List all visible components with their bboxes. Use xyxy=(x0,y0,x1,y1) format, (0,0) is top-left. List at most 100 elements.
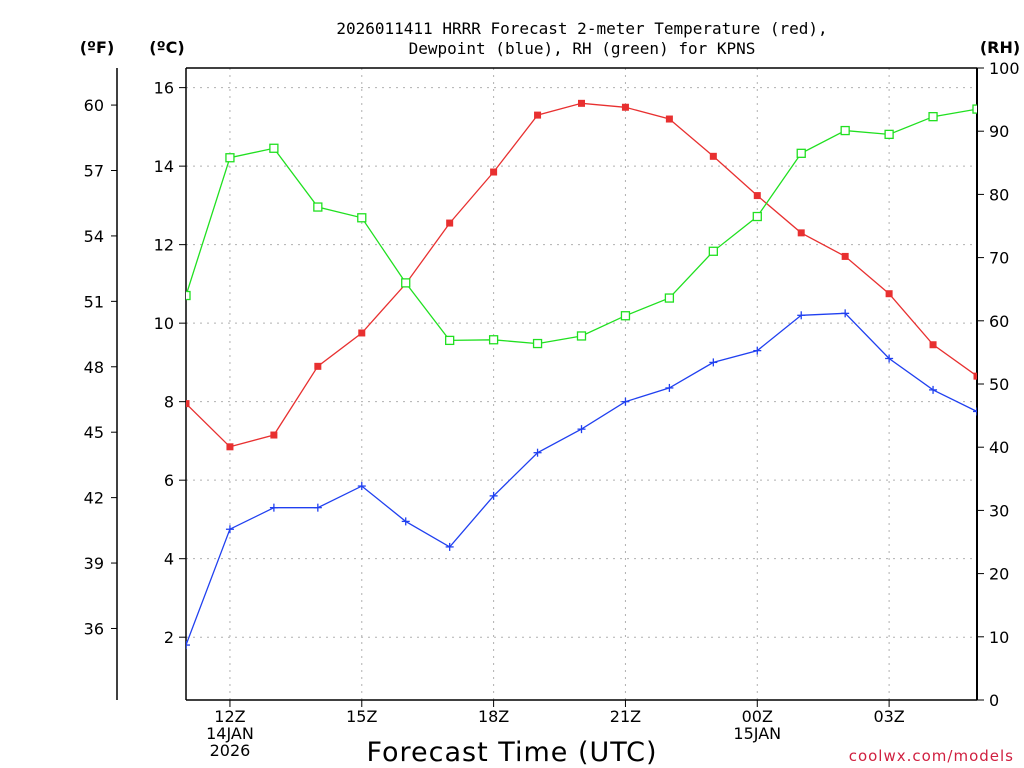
dewpoint-line xyxy=(186,312,977,646)
rh-point xyxy=(401,278,411,288)
temperature-point xyxy=(270,431,278,439)
rh-point xyxy=(357,213,367,223)
dewpoint-point xyxy=(445,542,454,551)
rh-line xyxy=(186,108,977,345)
time-tick-label: 12Z xyxy=(214,707,245,726)
watermark: coolwx.com/models xyxy=(849,747,1014,765)
rh-point xyxy=(840,125,850,136)
rh-tick-label: 10 xyxy=(989,628,1009,647)
rh-point xyxy=(186,290,191,301)
temperature-point xyxy=(446,219,454,227)
temperature-point xyxy=(797,229,805,237)
temperature-point xyxy=(621,103,629,111)
temperature-point xyxy=(358,329,366,337)
axes xyxy=(111,67,984,707)
rh-tick-label: 70 xyxy=(989,249,1009,268)
rh-point xyxy=(488,335,499,345)
fahrenheit-unit-label: (ºF) xyxy=(80,38,115,57)
dewpoint-point xyxy=(186,641,190,650)
rh-tick-label: 40 xyxy=(989,438,1009,457)
dewpoint-point xyxy=(533,448,542,457)
temperature-point xyxy=(973,372,977,380)
chart-title-line-2: Dewpoint (blue), RH (green) for KPNS xyxy=(409,39,756,58)
fahrenheit-tick-label: 51 xyxy=(84,292,104,311)
rh-point xyxy=(532,338,543,349)
rh-tick-label: 100 xyxy=(989,59,1020,78)
celsius-unit-label: (ºC) xyxy=(149,38,184,57)
grid xyxy=(186,68,977,700)
time-tick-label: 18Z xyxy=(478,707,509,726)
celsius-tick-label: 10 xyxy=(154,314,174,333)
rh-tick-label: 80 xyxy=(989,185,1009,204)
time-tick-label: 03Z xyxy=(873,707,904,726)
tick-labels: 2 4 6 8 10 12 14 16 36 39 42 45 48 51 54 57 60 0 10 20 30 40 5… xyxy=(84,59,1020,760)
dewpoint-point xyxy=(797,311,806,320)
rh-unit-label: (RH) xyxy=(980,38,1020,57)
rh-point xyxy=(752,211,762,222)
rh-point xyxy=(576,331,587,341)
temperature-point xyxy=(314,362,322,370)
dewpoint-point xyxy=(709,358,718,367)
temperature-line xyxy=(186,102,977,448)
dewpoint-point xyxy=(313,503,322,512)
rh-point xyxy=(269,143,279,153)
dewpoint-point xyxy=(357,482,366,491)
temperature-point xyxy=(226,443,234,451)
temperature-point xyxy=(665,115,673,123)
dewpoint-point xyxy=(489,491,498,500)
celsius-tick-label: 2 xyxy=(164,628,174,647)
rh-point xyxy=(445,335,455,346)
fahrenheit-tick-label: 60 xyxy=(84,96,104,115)
celsius-tick-label: 6 xyxy=(164,471,174,490)
time-tick-label: 2026 xyxy=(210,741,251,760)
temperature-point xyxy=(841,252,849,260)
celsius-tick-label: 12 xyxy=(154,236,174,255)
dewpoint-point xyxy=(929,385,938,394)
fahrenheit-tick-label: 42 xyxy=(84,489,104,508)
dewpoint-point xyxy=(621,397,630,406)
temperature-point xyxy=(490,168,498,176)
temperature-point xyxy=(534,111,542,119)
temperature-point xyxy=(578,99,585,107)
rh-point xyxy=(313,202,323,212)
time-tick-label: 21Z xyxy=(610,707,641,726)
rh-point xyxy=(620,311,631,321)
fahrenheit-tick-label: 45 xyxy=(84,423,104,442)
temperature-point xyxy=(753,192,761,200)
chart-title-line-1: 2026011411 HRRR Forecast 2-meter Tempera… xyxy=(336,19,827,38)
rh-point xyxy=(972,104,977,114)
temperature-point xyxy=(709,152,717,160)
dewpoint-point xyxy=(665,383,674,392)
rh-tick-label: 20 xyxy=(989,565,1009,584)
rh-tick-label: 60 xyxy=(989,312,1009,331)
rh-point xyxy=(664,293,675,303)
fahrenheit-tick-label: 39 xyxy=(84,554,104,573)
rh-point xyxy=(225,153,235,163)
rh-point xyxy=(708,246,718,256)
celsius-tick-label: 8 xyxy=(164,393,174,412)
rh-tick-label: 30 xyxy=(989,501,1009,520)
fahrenheit-tick-label: 48 xyxy=(84,358,104,377)
dewpoint-point xyxy=(753,346,762,355)
rh-tick-label: 90 xyxy=(989,122,1009,141)
rh-point xyxy=(884,129,894,140)
rh-point xyxy=(928,112,938,122)
time-tick-label: 15Z xyxy=(346,707,377,726)
celsius-tick-label: 14 xyxy=(154,157,174,176)
data-series xyxy=(186,99,977,650)
celsius-tick-label: 4 xyxy=(164,550,174,569)
temperature-point xyxy=(929,341,937,349)
dewpoint-point xyxy=(885,354,894,363)
time-tick-label: 14JAN xyxy=(206,724,254,743)
fahrenheit-tick-label: 57 xyxy=(84,161,104,180)
dewpoint-point xyxy=(269,503,278,512)
dewpoint-point xyxy=(401,517,410,526)
time-tick-label: 00Z xyxy=(742,707,773,726)
fahrenheit-tick-label: 54 xyxy=(84,227,104,246)
time-tick-label: 15JAN xyxy=(733,724,781,743)
temperature-point xyxy=(186,400,190,408)
rh-tick-label: 0 xyxy=(989,691,999,710)
fahrenheit-tick-label: 36 xyxy=(84,619,104,638)
dewpoint-point xyxy=(841,309,850,318)
